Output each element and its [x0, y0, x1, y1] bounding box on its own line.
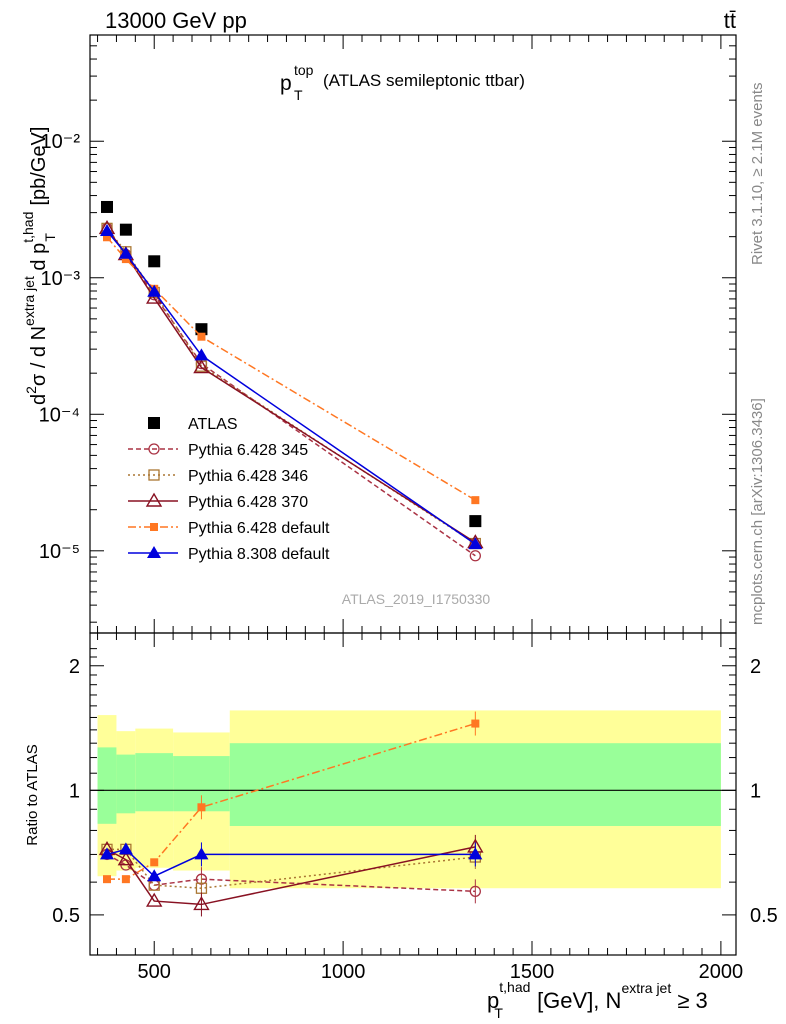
ratio-point	[121, 875, 130, 884]
legend-marker	[145, 492, 163, 507]
ratio-point	[147, 869, 162, 882]
ratio-point	[471, 719, 480, 728]
legend-label: Pythia 6.428 default	[188, 520, 330, 537]
ratio-frame	[89, 632, 737, 956]
data-point	[147, 284, 162, 297]
data-point	[468, 537, 483, 550]
legend-label: Pythia 6.428 346	[188, 468, 308, 485]
mcplots-label: mcplots.cern.ch [arXiv:1306.3436]	[749, 398, 766, 625]
y-tick-label: 10⁻⁵	[39, 541, 80, 563]
series-pythia-6-428-default	[103, 233, 480, 505]
legend-entry-pythia-6-428-370: Pythia 6.428 370	[128, 492, 308, 511]
band-inner	[116, 754, 136, 814]
energy-label: 13000 GeV pp	[105, 8, 247, 33]
x-tick-label: 1000	[321, 961, 366, 983]
data-point	[100, 224, 114, 237]
legend-marker	[148, 443, 160, 455]
legend-label: Pythia 6.428 345	[188, 442, 308, 459]
x-tick-label: 1500	[510, 961, 555, 983]
ratio-line	[106, 853, 476, 893]
legend-marker	[148, 417, 160, 429]
axis-ticks	[90, 34, 736, 955]
legend-marker	[147, 546, 161, 558]
data-point	[194, 348, 209, 361]
ratio-point	[197, 803, 206, 812]
series-line	[106, 236, 476, 501]
ratio-point	[468, 847, 483, 860]
ratio-point	[194, 847, 209, 860]
main-panel-series	[98, 200, 484, 562]
ratio-tick-label: 2	[69, 656, 80, 678]
title-rest: (ATLAS semileptonic ttbar)	[323, 71, 525, 90]
legend-entry-atlas: ATLAS	[148, 416, 238, 433]
band-inner	[229, 743, 721, 826]
data-point	[118, 246, 133, 259]
ratio-point	[150, 858, 159, 867]
ratio-ylabel: Ratio to ATLAS	[24, 744, 41, 845]
process-label: tt̄	[724, 8, 736, 33]
x-tick-label: 500	[138, 961, 171, 983]
ratio-tick-label-right: 1	[750, 780, 761, 802]
data-point	[119, 223, 132, 236]
main-frame	[89, 34, 737, 634]
legend-entry-pythia-6-428-345: Pythia 6.428 345	[128, 442, 308, 459]
rivet-label: Rivet 3.1.10, ≥ 2.1M events	[749, 83, 766, 266]
main-ylabel: d2σ / d Nextra jet d pt,had T [pb/GeV]	[20, 127, 58, 405]
legend-entry-pythia-6-428-default: Pythia 6.428 default	[128, 520, 330, 537]
y-tick-label: 10⁻²	[41, 131, 81, 153]
ratio-tick-label: 0.5	[52, 905, 80, 927]
ratio-series-pythia-6-428-default	[103, 711, 480, 884]
ratio-tick-label: 1	[69, 780, 80, 802]
data-point	[471, 496, 480, 505]
legend: ATLAS Pythia 6.428 345 Pythia 6.428 346 Pyt…	[128, 416, 330, 563]
ratio-point	[117, 851, 135, 866]
legend-marker	[150, 523, 158, 531]
y-tick-label: 10⁻³	[41, 268, 81, 290]
title-main: p	[280, 72, 292, 95]
ratio-uncertainty-bands	[97, 710, 721, 889]
x-tick-label: 2000	[699, 961, 744, 983]
series-pythia-8-308-default	[100, 224, 483, 550]
legend-label: ATLAS	[188, 416, 238, 433]
legend-entry-pythia-8-308-default: Pythia 8.308 default	[128, 546, 330, 563]
ratio-point	[103, 875, 111, 884]
y-tick-label: 10⁻⁴	[39, 404, 80, 426]
data-point	[101, 200, 113, 213]
ratio-point	[100, 847, 114, 860]
ratio-series-pythia-8-308-default	[100, 842, 483, 882]
ratio-panel-series	[98, 711, 484, 917]
legend-label: Pythia 8.308 default	[188, 546, 330, 563]
title-sup: top	[294, 62, 314, 78]
data-point	[197, 332, 206, 341]
data-point	[193, 359, 210, 374]
data-point	[148, 255, 161, 268]
data-point	[121, 255, 130, 264]
ratio-line	[106, 846, 476, 906]
x-axis-label: pt,had T [GeV], Nextra jet ≥ 3	[487, 979, 708, 1021]
axes-frames	[89, 34, 737, 956]
legend-entry-pythia-6-428-346: Pythia 6.428 346	[128, 468, 308, 485]
data-point	[103, 233, 111, 242]
data-point	[469, 515, 482, 528]
ratio-tick-label-right: 2	[750, 656, 761, 678]
title-sub: T	[294, 87, 303, 103]
analysis-id: ATLAS_2019_I1750330	[342, 591, 491, 607]
axis-tick-labels: 500 1000 1500 2000 10⁻⁵ 10⁻⁴ 10⁻³ 10⁻² 0.5 0.5 1 1 2…	[39, 131, 778, 983]
ratio-point	[469, 885, 481, 898]
data-point	[195, 323, 208, 336]
plot-title: p top T (ATLAS semileptonic ttbar)	[280, 62, 525, 103]
ratio-point	[146, 892, 163, 907]
legend-marker	[148, 469, 160, 481]
ratio-tick-label-right: 0.5	[750, 905, 778, 927]
ratio-point	[193, 896, 210, 911]
series-atlas	[101, 200, 482, 528]
legend-label: Pythia 6.428 370	[188, 494, 308, 511]
band-inner	[135, 753, 174, 812]
band-inner	[97, 747, 117, 824]
data-point	[469, 550, 481, 562]
ratio-point	[118, 842, 133, 855]
